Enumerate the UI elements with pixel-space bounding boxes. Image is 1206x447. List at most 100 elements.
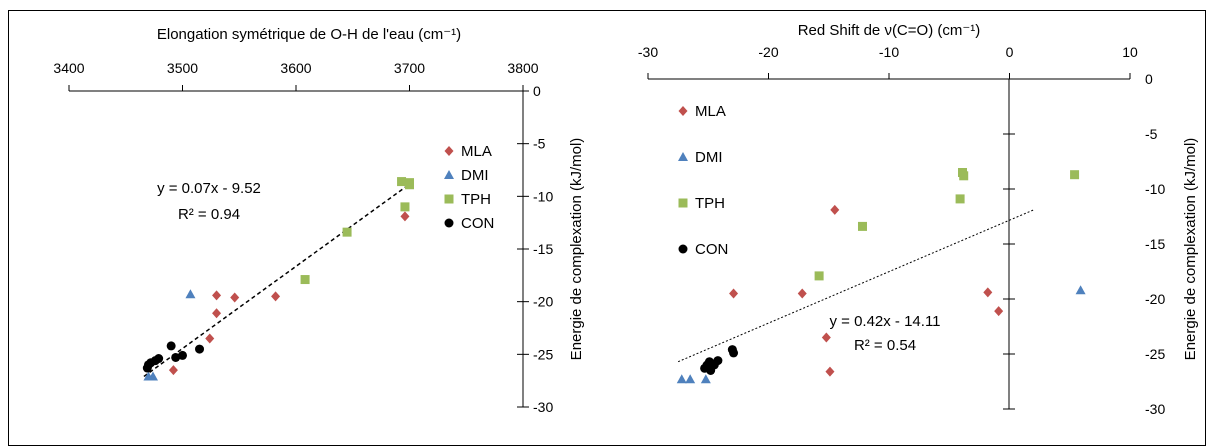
legend-label: CON xyxy=(461,215,494,232)
data-point xyxy=(168,365,178,376)
data-point xyxy=(171,352,181,362)
trendline-equation: y = 0.42x - 14.11 xyxy=(829,313,940,330)
data-point xyxy=(300,275,310,285)
y-axis-label: Energie de complexation (kJ/mol) xyxy=(568,138,585,361)
legend-item-tph: TPH xyxy=(444,191,491,208)
x-tick-label: 3800 xyxy=(507,60,538,76)
data-point xyxy=(959,171,969,181)
data-point xyxy=(195,344,205,354)
x-tick-label: 3400 xyxy=(53,60,84,76)
y-tick-label: -25 xyxy=(533,346,553,362)
data-point xyxy=(797,288,807,299)
series-mla xyxy=(168,211,410,376)
series-con xyxy=(700,345,739,375)
data-point xyxy=(342,227,352,237)
chart-title: Elongation symétrique de O-H de l'eau (c… xyxy=(157,26,461,43)
series-con xyxy=(142,341,205,373)
data-point xyxy=(700,374,711,384)
data-point xyxy=(212,290,222,301)
chart-panel-right: Red Shift de ν(C=O) (cm⁻¹) -30 -20 -10 0 10 0 -… xyxy=(597,10,1206,446)
y-tick-label: -15 xyxy=(533,241,553,257)
legend-marker xyxy=(444,218,454,228)
legend-item-dmi: DMI xyxy=(678,149,723,166)
x-tick-label: 3600 xyxy=(280,60,311,76)
data-point xyxy=(147,371,158,381)
data-point xyxy=(178,350,187,360)
legend-label: DMI xyxy=(461,167,489,184)
legend-marker xyxy=(678,244,688,254)
y-tick-label: -15 xyxy=(1145,236,1165,252)
legend-item-mla: MLA xyxy=(678,103,726,120)
chart-panel-left: Elongation symétrique de O-H de l'eau (c… xyxy=(8,10,598,446)
data-point xyxy=(857,221,867,231)
data-point xyxy=(185,289,196,299)
legend-item-mla: MLA xyxy=(444,143,492,160)
trendline-equation: y = 0.07x - 9.52 xyxy=(157,180,261,197)
series-tph xyxy=(300,177,414,285)
y-tick-label: -5 xyxy=(1145,126,1158,142)
legend-marker xyxy=(678,198,688,208)
data-point xyxy=(994,306,1004,317)
series-tph xyxy=(814,168,1080,281)
data-point xyxy=(1070,170,1080,180)
legend-label: MLA xyxy=(695,103,726,120)
data-point xyxy=(1075,285,1086,295)
x-tick-label: 0 xyxy=(1006,44,1014,60)
data-point xyxy=(205,333,215,344)
x-tick-label: -30 xyxy=(638,44,658,60)
y-tick-label: -5 xyxy=(533,136,546,152)
y-tick-label: -10 xyxy=(533,188,553,204)
legend-label: CON xyxy=(695,241,728,258)
x-tick-label: -10 xyxy=(879,44,899,60)
y-tick-label: -10 xyxy=(1145,181,1165,197)
legend-item-con: CON xyxy=(678,241,728,258)
data-point xyxy=(983,287,993,298)
data-point xyxy=(271,291,281,302)
chart-title: Red Shift de ν(C=O) (cm⁻¹) xyxy=(798,22,981,39)
legend-marker xyxy=(444,146,454,156)
chart-right-svg: Red Shift de ν(C=O) (cm⁻¹) -30 -20 -10 0 10 0 -… xyxy=(638,22,1199,417)
y-tick-label: -20 xyxy=(1145,291,1165,307)
data-point xyxy=(830,204,840,215)
legend-label: TPH xyxy=(695,195,725,212)
y-tick-label: 0 xyxy=(1145,71,1153,87)
data-point xyxy=(729,288,739,299)
y-tick-label: -30 xyxy=(533,399,553,415)
trendline xyxy=(677,209,1034,363)
legend-item-con: CON xyxy=(444,215,494,232)
y-tick-label: -20 xyxy=(533,294,553,310)
x-tick-label: 3700 xyxy=(394,60,425,76)
chart-left-svg: Elongation symétrique de O-H de l'eau (c… xyxy=(53,26,585,415)
data-point xyxy=(212,308,222,319)
data-point xyxy=(955,194,965,204)
data-point xyxy=(821,332,831,343)
legend-label: TPH xyxy=(461,191,491,208)
data-point xyxy=(825,366,835,377)
series-dmi xyxy=(143,289,196,381)
data-point xyxy=(400,211,410,222)
data-point xyxy=(729,348,739,358)
y-tick-label: 0 xyxy=(533,83,541,99)
data-point xyxy=(397,177,407,187)
data-point xyxy=(676,374,687,384)
trendline-r2: R² = 0.94 xyxy=(178,206,240,223)
data-point xyxy=(142,363,152,373)
data-point xyxy=(814,271,824,281)
y-axis-label: Energie de complexation (kJ/mol) xyxy=(1182,138,1199,361)
legend-label: DMI xyxy=(695,149,723,166)
legend-marker xyxy=(444,170,454,179)
legend-item-tph: TPH xyxy=(678,195,725,212)
legend-item-dmi: DMI xyxy=(444,167,489,184)
data-point xyxy=(706,366,716,375)
trendline xyxy=(143,185,408,378)
y-tick-label: -30 xyxy=(1145,401,1165,417)
x-tick-label: -20 xyxy=(758,44,778,60)
series-dmi xyxy=(676,285,1086,384)
data-point xyxy=(405,180,414,190)
data-point xyxy=(230,292,240,303)
data-point xyxy=(166,341,176,351)
x-tick-label: 3500 xyxy=(167,60,198,76)
legend-marker xyxy=(678,106,688,116)
legend-marker xyxy=(444,194,454,204)
legend-marker xyxy=(678,152,688,161)
